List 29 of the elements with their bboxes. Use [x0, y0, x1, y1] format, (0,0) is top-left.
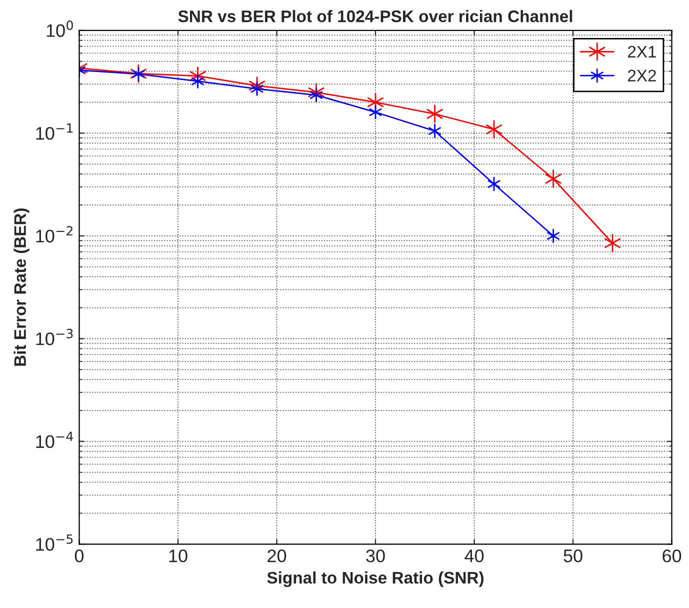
point [544, 169, 562, 188]
point [310, 87, 323, 103]
point [368, 104, 382, 120]
x-axis-title: Signal to Noise Ratio (SNR) [267, 571, 484, 588]
y-tick-label: 10$^{0}$ [46, 20, 73, 37]
legend-label: 2X2 [628, 70, 656, 82]
point [426, 104, 444, 124]
x-tick-label: 10 [169, 550, 188, 562]
point [546, 228, 560, 244]
y-tick-label: 10$^{−3}$ [36, 328, 73, 346]
point [604, 233, 622, 253]
x-tick-label: 50 [564, 550, 582, 562]
x-tick-label: 20 [268, 550, 286, 562]
point [250, 81, 264, 96]
point [428, 123, 442, 139]
y-axis-title: Bit Error Rate (BER) [14, 208, 30, 366]
x-tick-label: 30 [366, 550, 385, 562]
point [191, 74, 204, 89]
chart-title: SNR vs BER Plot of 1024-PSK over rician Channel [178, 10, 572, 22]
x-tick-label: 0 [74, 550, 84, 562]
x-tick-label: 40 [464, 550, 484, 562]
x-tick-label: 60 [662, 550, 682, 562]
point [486, 120, 503, 140]
y-tick-label: 10$^{−5}$ [36, 534, 73, 551]
y-tick-label: 10$^{−2}$ [36, 226, 72, 242]
legend-label: 2X1 [628, 46, 656, 58]
y-tick-label: 10$^{−1}$ [36, 123, 73, 140]
y-tick-label: 10$^{−4}$ [36, 432, 74, 448]
point [487, 176, 501, 192]
